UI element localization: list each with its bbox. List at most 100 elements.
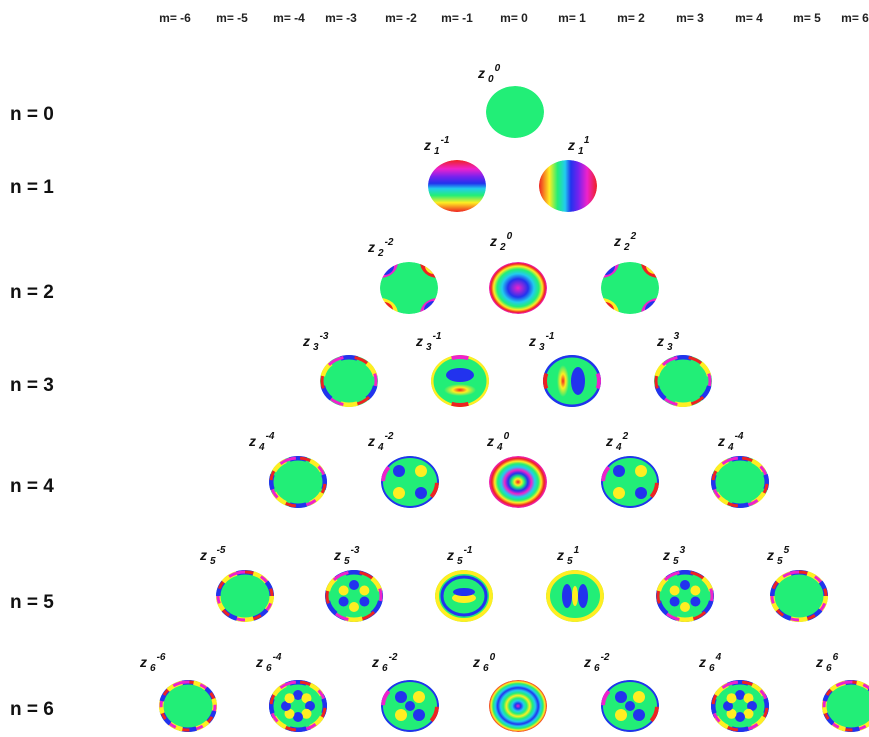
mode-label: z 55 [766,545,790,567]
m-label: m= 0 [500,11,528,25]
zernike-mode: z 22 [601,231,659,314]
zernike-mode: z 4-2 [367,431,439,508]
mode-label: z 6-2 [371,652,398,674]
n-label: n = 6 [10,699,54,720]
mode-label: z 00 [477,63,501,85]
mode-disc [711,680,769,732]
mode-label: z 4-4 [717,431,744,453]
m-label: m= -1 [441,11,473,25]
mode-label: z 6-6 [139,652,166,674]
zernike-mode: z 3-3 [302,331,378,407]
mode-disc [489,456,547,508]
mode-label: z 40 [486,431,510,453]
mode-disc [269,680,327,732]
zernike-mode: z 00 [477,63,544,138]
mode-label: z 51 [556,545,580,567]
zernike-mode: z 1-1 [423,135,486,212]
m-label: m= 4 [735,11,763,25]
zernike-mode: z 4-4 [711,431,769,508]
mode-label: z 2-2 [367,237,394,259]
mode-disc [486,86,544,138]
mode-disc [269,456,327,508]
mode-disc [711,456,769,508]
mode-label: z 20 [489,231,513,253]
zernike-mode: z 60 [472,652,547,732]
zernike-mode: z 6-2 [583,652,659,732]
mode-disc [656,570,714,622]
m-label: m= -4 [273,11,305,25]
mode-disc [428,160,486,212]
zernike-mode: z 3-1 [528,331,601,407]
m-label: m= -6 [159,11,191,25]
mode-label: z 3-1 [528,331,555,353]
mode-label: z 42 [605,431,629,453]
zernike-mode: z 51 [546,545,604,622]
zernike-mode: z 6-6 [139,652,217,732]
mode-disc [489,262,547,314]
zernike-mode: z 5-5 [199,545,274,622]
mode-label: z 4-2 [367,431,394,453]
m-label: m= 3 [676,11,704,25]
mode-disc [601,262,659,314]
zernike-mode: z 53 [656,545,714,622]
mode-label: z 11 [567,135,590,157]
zernike-mode: z 5-1 [435,545,493,622]
mode-label: z 22 [613,231,637,253]
mode-label: z 5-1 [446,545,473,567]
zernike-mode: z 64 [698,652,769,732]
m-label: m= 1 [558,11,586,25]
zernike-mode: z 3-1 [415,331,489,407]
zernike-mode: z 6-2 [371,652,439,732]
mode-label: z 66 [815,652,839,674]
m-label: m= 2 [617,11,645,25]
n-label: n = 3 [10,375,54,396]
mode-disc [822,680,869,732]
zernike-mode: z 2-2 [367,237,438,314]
n-label: n = 1 [10,177,54,198]
mode-disc [216,570,274,622]
zernike-mode: z 4-4 [248,431,327,508]
mode-disc [539,160,597,212]
mode-label: z 1-1 [423,135,450,157]
zernike-mode: z 42 [601,431,659,508]
zernike-mode: z 33 [654,331,712,407]
mode-disc [320,355,378,407]
zernike-mode: z 55 [766,545,828,622]
mode-disc [325,570,383,622]
mode-disc [489,680,547,732]
m-label: m= 5 [793,11,821,25]
mode-label: z 4-4 [248,431,275,453]
m-label: m= -2 [385,11,417,25]
m-label: m= -3 [325,11,357,25]
m-label: m= -5 [216,11,248,25]
m-axis-labels: m= -6 m= -5 m= -4 m= -3 m= -2 m= -1 m= 0 m= 1 m=… [159,11,869,25]
mode-label: z 53 [662,545,686,567]
n-label: n = 2 [10,282,54,303]
mode-label: z 6-2 [583,652,610,674]
mode-label: z 5-5 [199,545,226,567]
mode-disc [654,355,712,407]
mode-label: z 3-1 [415,331,442,353]
mode-label: z 5-3 [333,545,360,567]
mode-label: z 3-3 [302,331,329,353]
zernike-mode: z 6-4 [255,652,327,732]
mode-disc [159,680,217,732]
mode-disc [380,262,438,314]
n-label: n = 5 [10,592,54,613]
mode-label: z 6-4 [255,652,282,674]
mode-label: z 64 [698,652,722,674]
n-axis-labels: n = 0 n = 1 n = 2 n = 3 n = 4 n = 5 n = 6 [10,104,54,720]
m-label: m= 6 [841,11,869,25]
zernike-mode: z 40 [486,431,547,508]
n-label: n = 0 [10,104,54,125]
zernike-mode: z 66 [815,652,869,732]
zernike-mode: z 5-3 [325,545,383,622]
zernike-mode: z 11 [539,135,597,212]
mode-label: z 33 [656,331,680,353]
mode-disc [770,570,828,622]
n-label: n = 4 [10,476,54,497]
zernike-mode: z 20 [489,231,547,314]
zernike-modes: z 00 z 1-1 z 11 z 2-2 z 20 z 22 z 3-3 z 3-1 z 3-1 z 33 z 4-4 z… [139,63,869,732]
mode-label: z 60 [472,652,496,674]
